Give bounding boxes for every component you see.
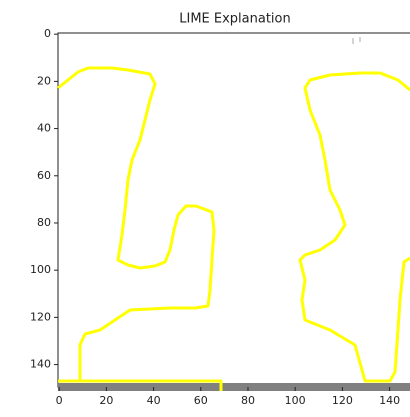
x-tick-label: 80 (241, 394, 255, 407)
x-tick-label: 100 (285, 394, 306, 407)
y-tick-label: 60 (37, 169, 51, 182)
gray-strip (58, 383, 410, 391)
y-tick-label: 120 (30, 310, 51, 323)
image (58, 33, 410, 391)
image-area (58, 33, 410, 387)
chart: LIME Explanation 0 20 40 60 80 100 120 140 0 20 40… (0, 0, 410, 417)
y-tick-label: 100 (30, 263, 51, 276)
x-tick-label: 0 (56, 394, 63, 407)
x-tick-label: 60 (194, 394, 208, 407)
chart-title: LIME Explanation (179, 12, 290, 27)
x-tick-label: 40 (147, 394, 161, 407)
x-tick-label: 20 (99, 394, 113, 407)
y-tick-label: 80 (37, 216, 51, 229)
y-tick-label: 0 (44, 27, 51, 40)
y-tick-label: 40 (37, 122, 51, 135)
y-tick-label: 140 (30, 358, 51, 371)
x-tick-label: 120 (332, 394, 353, 407)
x-tick-label: 140 (379, 394, 400, 407)
y-tick-label: 20 (37, 74, 51, 87)
